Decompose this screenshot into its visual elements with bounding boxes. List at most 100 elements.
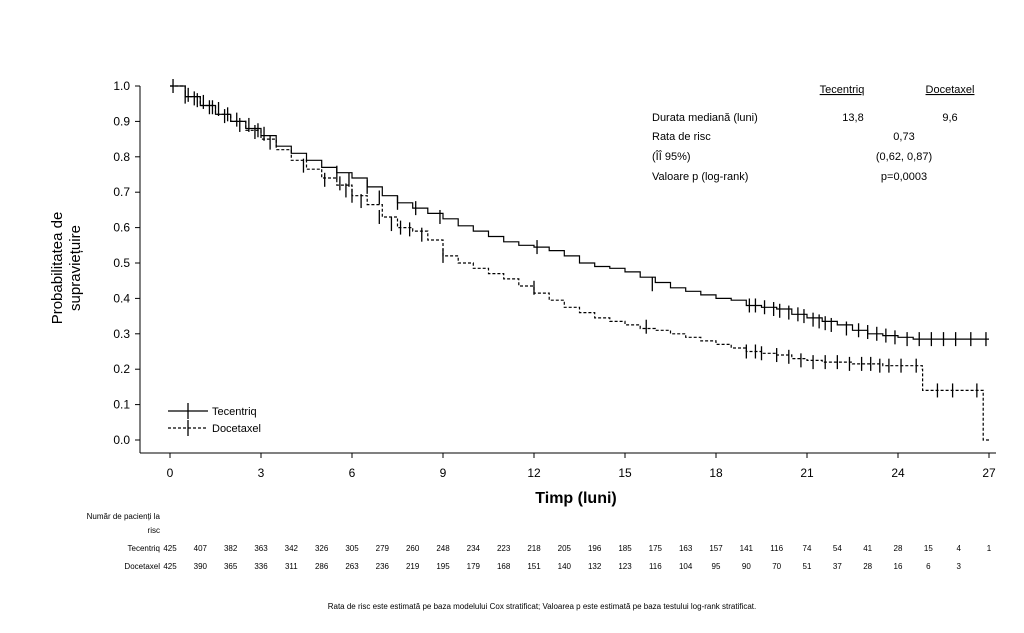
x-ticks: 0 3 6 9 12 15 18 21 24 27 bbox=[167, 453, 996, 480]
risk-value-docetaxel: 195 bbox=[436, 562, 450, 571]
risk-value-docetaxel: 365 bbox=[224, 562, 238, 571]
stats-label-pvalue: Valoare p (log-rank) bbox=[652, 171, 748, 183]
risk-value-tecentriq: 163 bbox=[679, 544, 693, 553]
risk-value-tecentriq: 382 bbox=[224, 544, 238, 553]
risk-value-tecentriq: 279 bbox=[376, 544, 390, 553]
series-line-docetaxel bbox=[170, 85, 989, 441]
y-tick-label: 0.9 bbox=[113, 114, 130, 128]
risk-value-docetaxel: 90 bbox=[742, 562, 751, 571]
risk-value-tecentriq: 4 bbox=[956, 544, 961, 553]
stats-table: Tecentriq Docetaxel Durata mediană (luni… bbox=[652, 84, 974, 183]
legend-label-docetaxel: Docetaxel bbox=[212, 423, 261, 435]
risk-value-docetaxel: 425 bbox=[163, 562, 177, 571]
legend-label-tecentriq: Tecentriq bbox=[212, 406, 257, 418]
series-line-tecentriq bbox=[170, 85, 989, 340]
risk-value-docetaxel: 140 bbox=[558, 562, 572, 571]
risk-row-label-docetaxel: Docetaxel bbox=[124, 562, 160, 571]
risk-value-tecentriq: 54 bbox=[833, 544, 842, 553]
stats-header-tecentriq: Tecentriq bbox=[820, 84, 865, 96]
risk-value-tecentriq: 157 bbox=[709, 544, 723, 553]
x-tick-label: 15 bbox=[618, 466, 632, 480]
y-axis-title-group: Probabilitatea de supraviețuire bbox=[49, 212, 84, 325]
risk-value-docetaxel: 286 bbox=[315, 562, 329, 571]
risk-value-tecentriq: 342 bbox=[285, 544, 299, 553]
risk-values: 425 407 382 363 342 326 305 279 260 248 234 223 218 2… bbox=[163, 544, 991, 571]
y-axis-title-line2: supraviețuire bbox=[67, 225, 84, 311]
risk-value-docetaxel: 390 bbox=[194, 562, 208, 571]
risk-title-line2: risc bbox=[148, 526, 160, 535]
risk-row-label-tecentriq: Tecentriq bbox=[128, 544, 160, 553]
risk-value-tecentriq: 185 bbox=[618, 544, 632, 553]
y-tick-label: 0.4 bbox=[113, 291, 130, 305]
risk-value-tecentriq: 41 bbox=[863, 544, 872, 553]
risk-value-docetaxel: 95 bbox=[712, 562, 721, 571]
series-layer bbox=[170, 79, 989, 441]
risk-value-docetaxel: 28 bbox=[863, 562, 872, 571]
risk-value-tecentriq: 425 bbox=[163, 544, 177, 553]
x-tick-label: 12 bbox=[527, 466, 541, 480]
risk-value-tecentriq: 196 bbox=[588, 544, 602, 553]
risk-title-line1: Număr de pacienți la bbox=[87, 512, 161, 521]
risk-value-docetaxel: 263 bbox=[345, 562, 359, 571]
x-tick-label: 6 bbox=[349, 466, 356, 480]
risk-value-tecentriq: 234 bbox=[467, 544, 481, 553]
legend: Tecentriq Docetaxel bbox=[168, 403, 261, 436]
y-tick-label: 0.3 bbox=[113, 327, 130, 341]
risk-value-tecentriq: 74 bbox=[803, 544, 812, 553]
risk-value-docetaxel: 104 bbox=[679, 562, 693, 571]
y-axis-title-line1: Probabilitatea de bbox=[49, 212, 66, 325]
footnote: Rata de risc este estimată pe baza model… bbox=[328, 602, 757, 611]
x-tick-label: 24 bbox=[891, 466, 905, 480]
stats-pvalue: p=0,0003 bbox=[881, 171, 927, 183]
x-tick-label: 18 bbox=[709, 466, 723, 480]
y-ticks: 0.0 0.1 0.2 0.3 0.4 0.5 0.6 0.7 0.8 0.9 1.0 bbox=[113, 79, 140, 447]
risk-value-docetaxel: 168 bbox=[497, 562, 511, 571]
risk-value-tecentriq: 223 bbox=[497, 544, 511, 553]
risk-value-docetaxel: 311 bbox=[285, 562, 298, 571]
risk-value-docetaxel: 132 bbox=[588, 562, 602, 571]
risk-value-tecentriq: 218 bbox=[527, 544, 541, 553]
y-tick-label: 0.5 bbox=[113, 256, 130, 270]
risk-value-tecentriq: 1 bbox=[987, 544, 992, 553]
axes bbox=[139, 86, 996, 454]
risk-value-tecentriq: 363 bbox=[254, 544, 268, 553]
x-tick-label: 3 bbox=[258, 466, 265, 480]
x-tick-label: 21 bbox=[800, 466, 814, 480]
stats-label-hr: Rata de risc bbox=[652, 131, 711, 143]
risk-value-docetaxel: 151 bbox=[527, 562, 541, 571]
risk-value-docetaxel: 219 bbox=[406, 562, 420, 571]
stats-median-tecentriq: 13,8 bbox=[842, 112, 863, 124]
risk-value-docetaxel: 16 bbox=[894, 562, 903, 571]
x-tick-label: 9 bbox=[440, 466, 447, 480]
stats-label-median: Durata mediană (luni) bbox=[652, 112, 758, 124]
stats-median-docetaxel: 9,6 bbox=[942, 112, 957, 124]
y-tick-label: 0.6 bbox=[113, 221, 130, 235]
y-tick-label: 1.0 bbox=[113, 79, 130, 93]
risk-value-tecentriq: 305 bbox=[345, 544, 359, 553]
risk-value-docetaxel: 70 bbox=[772, 562, 781, 571]
y-tick-label: 0.8 bbox=[113, 150, 130, 164]
risk-value-docetaxel: 51 bbox=[803, 562, 812, 571]
risk-value-docetaxel: 123 bbox=[618, 562, 632, 571]
risk-value-tecentriq: 116 bbox=[770, 544, 783, 553]
risk-value-tecentriq: 175 bbox=[649, 544, 663, 553]
stats-label-ci: (ÎÎ 95%) bbox=[652, 150, 691, 163]
risk-value-docetaxel: 116 bbox=[649, 562, 662, 571]
y-tick-label: 0.7 bbox=[113, 185, 130, 199]
y-tick-label: 0.1 bbox=[113, 398, 130, 412]
risk-value-docetaxel: 179 bbox=[467, 562, 481, 571]
risk-value-docetaxel: 336 bbox=[254, 562, 268, 571]
risk-value-tecentriq: 15 bbox=[924, 544, 933, 553]
risk-value-tecentriq: 407 bbox=[194, 544, 208, 553]
y-tick-label: 0.2 bbox=[113, 362, 130, 376]
risk-value-tecentriq: 248 bbox=[436, 544, 450, 553]
risk-value-docetaxel: 6 bbox=[926, 562, 931, 571]
risk-value-tecentriq: 205 bbox=[558, 544, 572, 553]
risk-value-docetaxel: 236 bbox=[376, 562, 390, 571]
x-axis-title: Timp (luni) bbox=[535, 490, 616, 507]
stats-header-docetaxel: Docetaxel bbox=[926, 84, 975, 96]
risk-value-tecentriq: 260 bbox=[406, 544, 420, 553]
risk-value-tecentriq: 141 bbox=[740, 544, 754, 553]
stats-hr-value: 0,73 bbox=[893, 131, 914, 143]
